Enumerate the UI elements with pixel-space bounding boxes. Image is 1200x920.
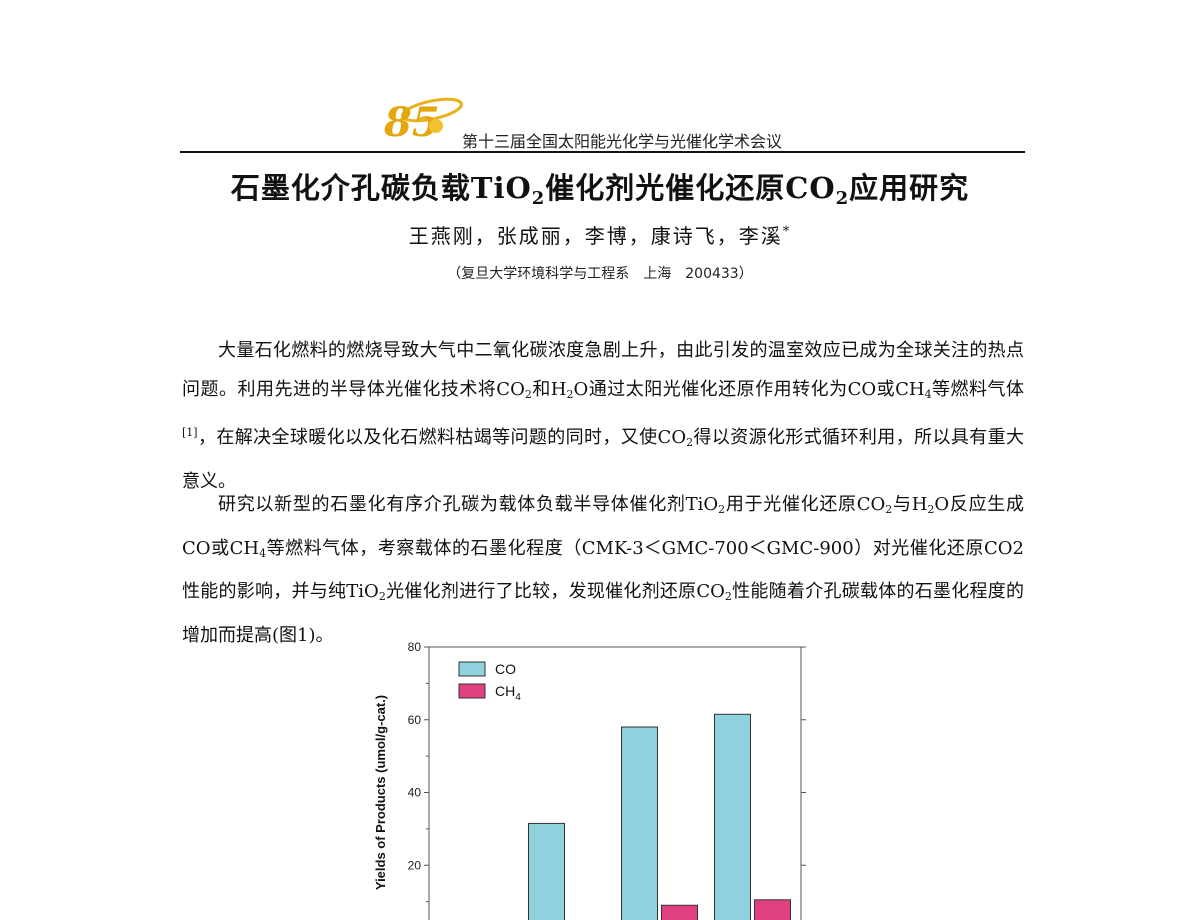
logo-mark: 85 [383, 99, 440, 144]
bar-ch4-2 [661, 904, 698, 920]
legend-label-ch4: CH4 [495, 683, 521, 703]
paragraph-1: 大量石化燃料的燃烧导致大气中二氧化碳浓度急剧上升，由此引发的温室效应已成为全球关… [182, 340, 1025, 492]
legend-swatch-co [458, 661, 486, 677]
legend-swatch-ch4 [458, 683, 486, 699]
chart-legend: CO CH4 [458, 661, 521, 703]
conference-name: 第十三届全国太阳能光化学与光催化学术会议 [462, 132, 783, 151]
header-rule [180, 151, 1025, 153]
y-tick-label: 20 [408, 858, 422, 872]
legend-label-co: CO [495, 661, 516, 677]
corresponding-author-mark: * [782, 224, 792, 240]
bar-ch4-3 [754, 899, 791, 920]
y-tick-label: 60 [408, 713, 422, 727]
y-tick-label: 80 [408, 640, 422, 654]
bar-co-2 [621, 726, 658, 920]
y-axis-label: Yields of Products (umol/g-cat.) [373, 695, 388, 890]
bar-co-1 [528, 822, 565, 920]
paragraph-2: 研究以新型的石墨化有序介孔碳为载体负载半导体催化剂TiO2用于光催化还原CO2与… [182, 494, 1024, 646]
y-tick-label: 40 [408, 786, 422, 800]
paper-title: 石墨化介孔碳负载TiO2催化剂光催化还原CO2应用研究 [230, 171, 970, 209]
affiliation: （复旦大学环境科学与工程系 上海 200433） [447, 266, 753, 282]
products-bar-chart: 020406080Yields of Products (umol/g-cat.… [373, 640, 806, 920]
author-list: 王燕刚，张成丽，李博，康诗飞，李溪* [408, 224, 792, 248]
bar-co-3 [714, 713, 751, 920]
conference-logo: 85 [383, 97, 463, 144]
